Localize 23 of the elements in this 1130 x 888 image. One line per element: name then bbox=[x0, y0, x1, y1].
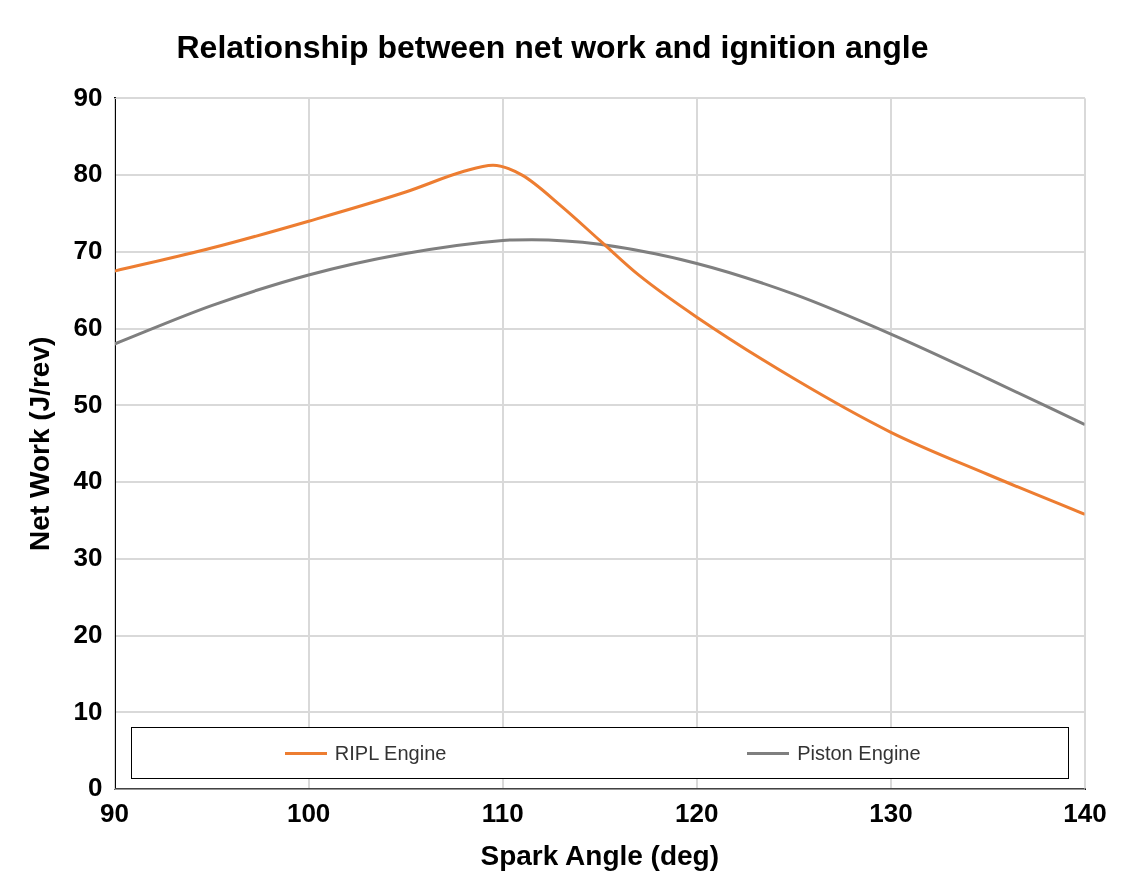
x-tick-label: 110 bbox=[481, 797, 524, 828]
x-axis-title: Spark Angle (deg) bbox=[480, 839, 720, 871]
y-tick-label: 50 bbox=[73, 388, 103, 419]
line-series bbox=[114, 163, 1085, 516]
y-tick-label: 80 bbox=[73, 158, 103, 189]
x-tick-label: 140 bbox=[1063, 797, 1107, 828]
legend-label: RIPL Engine bbox=[334, 741, 447, 765]
y-tick-label: 10 bbox=[73, 695, 103, 726]
x-tick-label: 90 bbox=[100, 797, 129, 828]
y-tick-label: 40 bbox=[73, 465, 103, 496]
x-tick-label: 130 bbox=[869, 797, 913, 828]
y-tick-label: 20 bbox=[73, 618, 103, 649]
chart-title: Relationship between net work and ignition angle bbox=[176, 29, 929, 66]
y-tick-label: 0 bbox=[88, 772, 103, 803]
y-tick-label: 30 bbox=[73, 542, 103, 573]
legend-label: Piston Engine bbox=[797, 741, 921, 765]
y-tick-label: 90 bbox=[73, 81, 103, 112]
y-axis-title: Net Work (J/rev) bbox=[23, 336, 55, 551]
line-series bbox=[114, 238, 1085, 427]
x-tick-label: 120 bbox=[675, 797, 719, 828]
y-tick-label: 70 bbox=[73, 235, 103, 266]
x-tick-label: 100 bbox=[286, 797, 331, 828]
y-tick-label: 60 bbox=[73, 311, 103, 342]
